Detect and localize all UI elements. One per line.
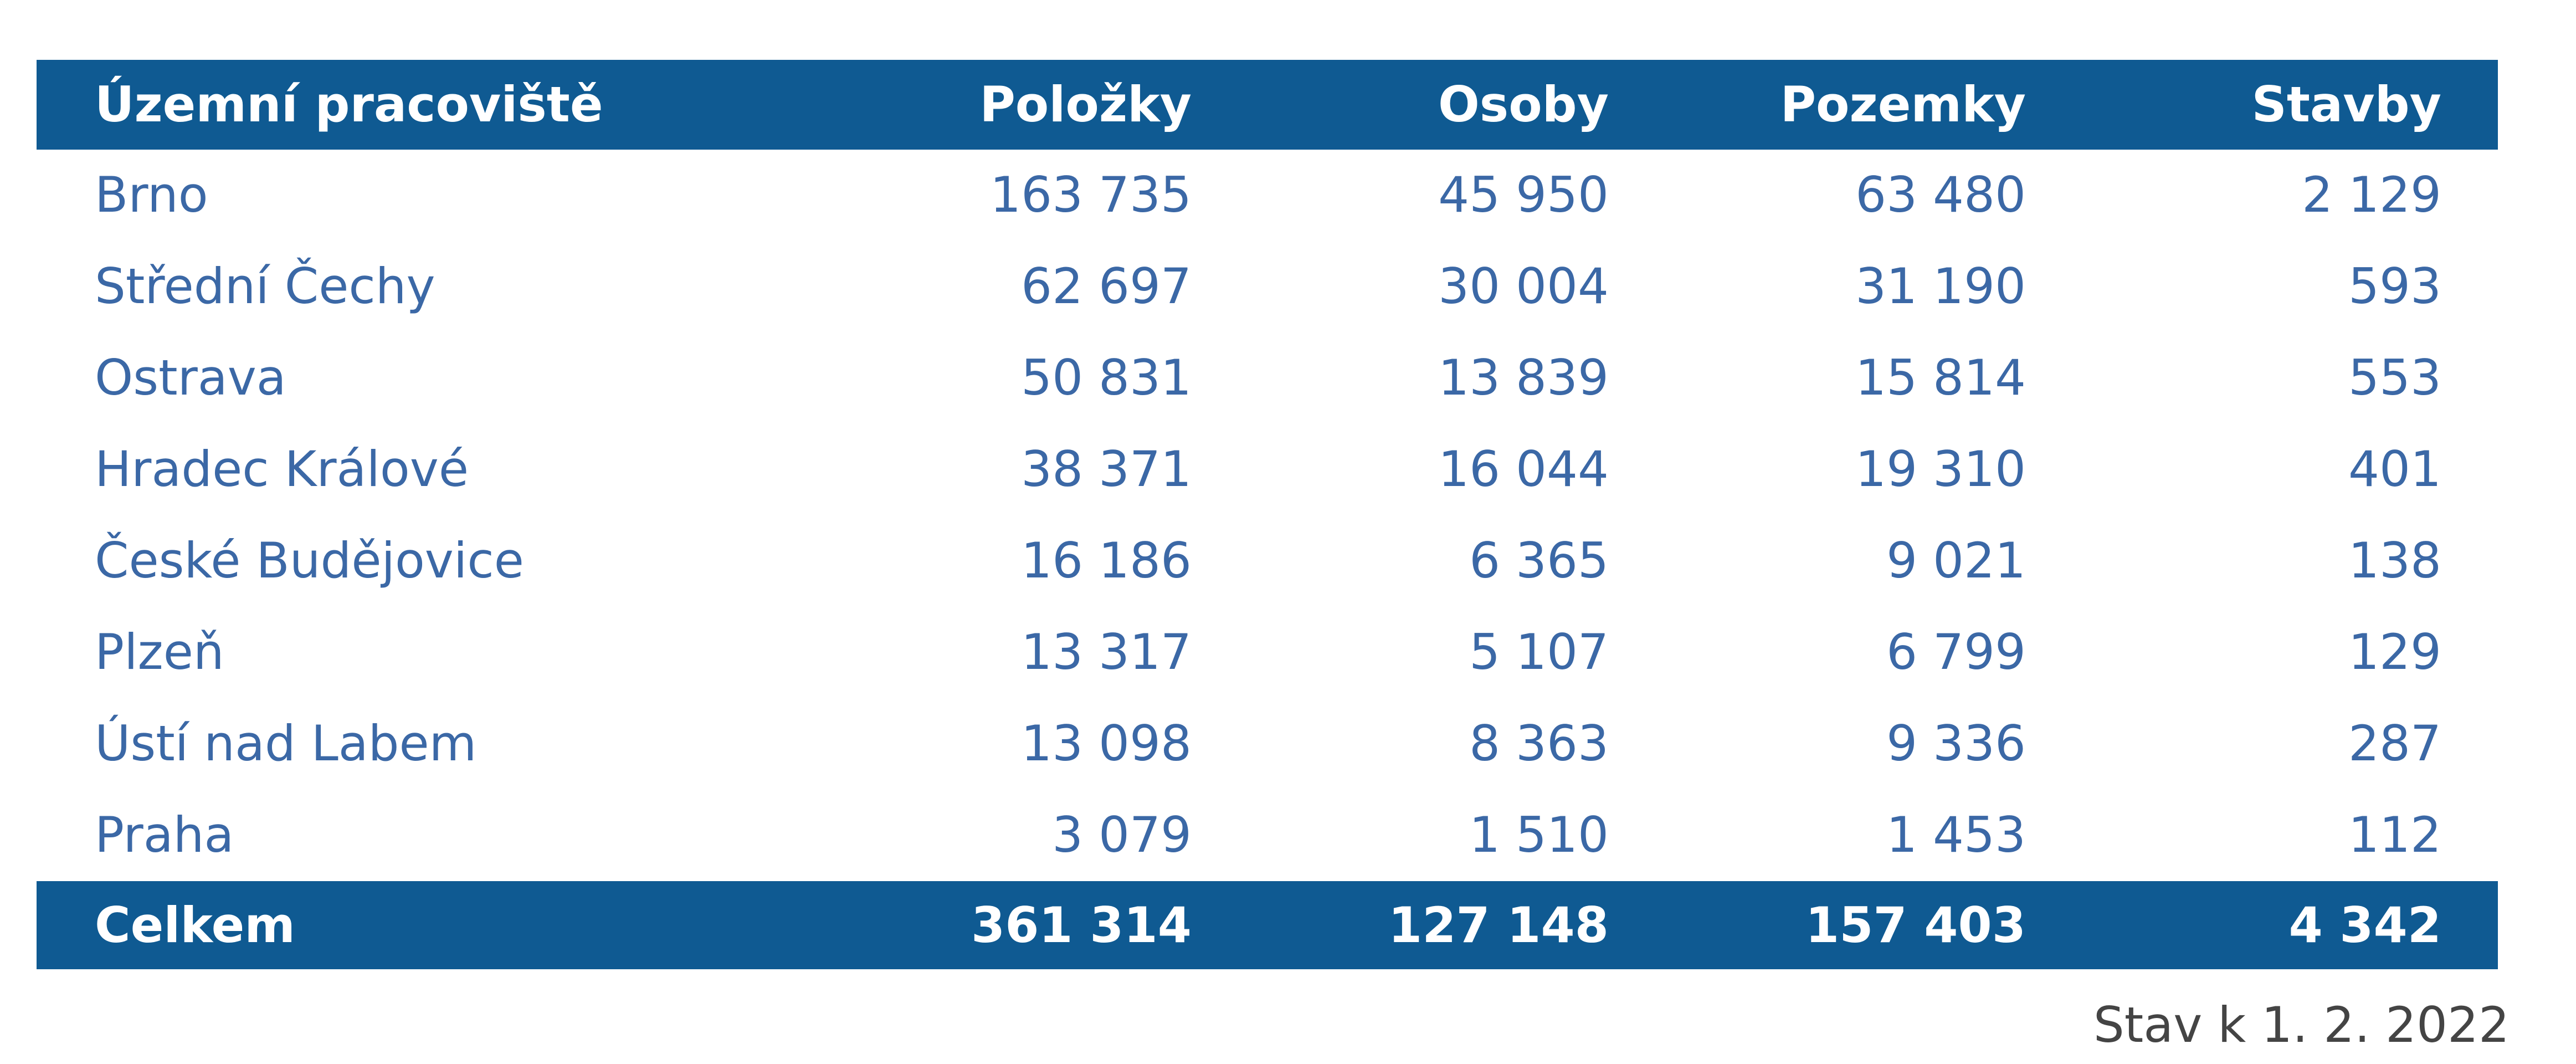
- total-bar: [37, 881, 2498, 969]
- cell-value: 401: [2348, 441, 2441, 498]
- total-cell: 157 403: [1805, 897, 2026, 954]
- cell-value: 287: [2348, 715, 2441, 772]
- cell-value: 553: [2348, 349, 2441, 406]
- header-cell: Pozemky: [1780, 76, 2026, 133]
- cell-value: 13 317: [1021, 623, 1192, 681]
- row-label: Praha: [95, 806, 234, 863]
- row-label: Plzeň: [95, 623, 224, 681]
- cell-value: 45 950: [1438, 166, 1609, 223]
- cell-value: 62 697: [1021, 258, 1192, 315]
- cell-value: 2 129: [2302, 166, 2441, 223]
- cell-value: 1 453: [1886, 806, 2026, 863]
- cell-value: 15 814: [1855, 349, 2026, 406]
- cell-value: 3 079: [1052, 806, 1192, 863]
- cell-value: 112: [2348, 806, 2441, 863]
- row-label: Střední Čechy: [95, 258, 435, 315]
- cell-value: 13 839: [1438, 349, 1609, 406]
- cell-value: 30 004: [1438, 258, 1609, 315]
- cell-value: 138: [2348, 532, 2441, 589]
- cell-value: 5 107: [1469, 623, 1609, 681]
- cell-value: 8 363: [1469, 715, 1609, 772]
- cell-value: 1 510: [1469, 806, 1609, 863]
- cell-value: 163 735: [990, 166, 1192, 223]
- cell-value: 16 186: [1021, 532, 1192, 589]
- row-label: Brno: [95, 166, 208, 223]
- cell-value: 63 480: [1855, 166, 2026, 223]
- header-cell: Územní pracoviště: [95, 76, 603, 133]
- cell-value: 9 336: [1886, 715, 2026, 772]
- cell-value: 9 021: [1886, 532, 2026, 589]
- cell-value: 31 190: [1855, 258, 2026, 315]
- row-label: České Budějovice: [95, 532, 524, 589]
- total-cell: 361 314: [971, 897, 1192, 954]
- header-bar: [37, 60, 2498, 150]
- cell-value: 38 371: [1021, 441, 1192, 498]
- row-label: Ostrava: [95, 349, 286, 406]
- cell-value: 13 098: [1021, 715, 1192, 772]
- cell-value: 129: [2348, 623, 2441, 681]
- total-cell: 4 342: [2288, 897, 2441, 954]
- total-cell: Celkem: [95, 897, 295, 954]
- header-cell: Osoby: [1438, 76, 1609, 133]
- total-cell: 127 148: [1388, 897, 1609, 954]
- cell-value: 19 310: [1855, 441, 2026, 498]
- cell-value: 6 365: [1469, 532, 1609, 589]
- header-cell: Stavby: [2251, 76, 2441, 133]
- cell-value: 50 831: [1021, 349, 1192, 406]
- row-label: Ústí nad Labem: [95, 715, 477, 772]
- cell-value: 16 044: [1438, 441, 1609, 498]
- cell-value: 593: [2348, 258, 2441, 315]
- note: Stav k 1. 2. 2022: [2093, 996, 2510, 1053]
- row-label: Hradec Králové: [95, 441, 469, 498]
- header-cell: Položky: [979, 76, 1192, 133]
- cell-value: 6 799: [1886, 623, 2026, 681]
